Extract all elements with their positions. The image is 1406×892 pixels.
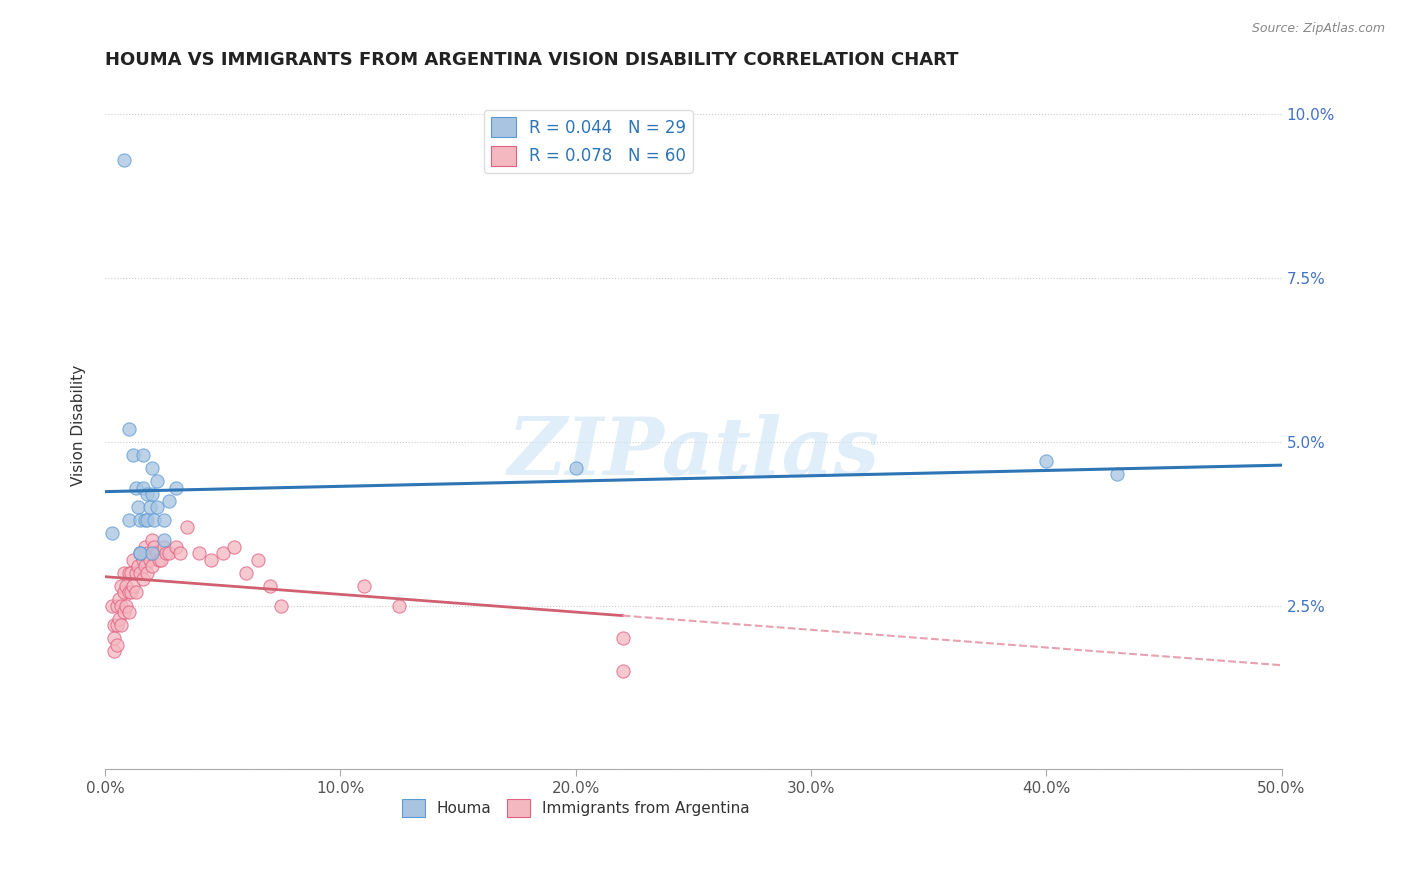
Point [108,591,131,606]
Point [134,513,156,527]
Point [129,546,152,560]
Point [103,632,125,646]
Point [165,540,187,554]
Point [224,540,246,554]
Point [117,605,139,619]
Point [101,526,124,541]
Point [564,461,586,475]
Point [131,448,153,462]
Point [153,533,176,547]
Point [200,552,222,566]
Point [112,605,135,619]
Point [155,546,177,560]
Point [235,566,257,580]
Point [103,618,125,632]
Point [117,566,139,580]
Point [120,585,142,599]
Point [259,579,281,593]
Point [117,421,139,435]
Point [124,585,146,599]
Point [612,664,634,678]
Point [122,579,145,593]
Point [141,487,163,501]
Point [131,481,153,495]
Point [157,493,180,508]
Point [127,500,149,515]
Point [1105,467,1128,482]
Point [129,546,152,560]
Point [108,612,131,626]
Point [157,546,180,560]
Text: Source: ZipAtlas.com: Source: ZipAtlas.com [1251,22,1385,36]
Point [612,632,634,646]
Point [145,474,167,488]
Point [105,599,128,613]
Point [136,566,159,580]
Point [141,461,163,475]
Point [105,618,128,632]
Point [353,579,375,593]
Point [143,513,166,527]
Point [1035,454,1057,468]
Point [112,153,135,167]
Point [112,585,135,599]
Point [153,540,176,554]
Point [134,559,156,574]
Point [165,481,187,495]
Point [136,487,159,501]
Point [145,546,167,560]
Point [138,500,160,515]
Point [134,540,156,554]
Point [141,546,163,560]
Point [115,579,138,593]
Point [169,546,191,560]
Point [120,566,142,580]
Text: HOUMA VS IMMIGRANTS FROM ARGENTINA VISION DISABILITY CORRELATION CHART: HOUMA VS IMMIGRANTS FROM ARGENTINA VISIO… [105,51,959,69]
Point [131,552,153,566]
Point [148,552,170,566]
Point [112,566,135,580]
Point [145,500,167,515]
Point [188,546,211,560]
Point [122,552,145,566]
Point [136,513,159,527]
Point [105,638,128,652]
Point [131,572,153,586]
Point [150,552,173,566]
Point [110,579,132,593]
Text: ZIPatlas: ZIPatlas [508,414,879,491]
Point [129,566,152,580]
Legend: Houma, Immigrants from Argentina: Houma, Immigrants from Argentina [395,793,755,823]
Point [211,546,233,560]
Point [246,552,269,566]
Point [270,599,292,613]
Point [117,585,139,599]
Point [115,599,138,613]
Point [176,520,198,534]
Point [124,481,146,495]
Point [138,552,160,566]
Point [388,599,411,613]
Point [141,533,163,547]
Point [141,559,163,574]
Point [122,448,145,462]
Point [129,513,152,527]
Point [110,618,132,632]
Point [129,546,152,560]
Point [136,546,159,560]
Point [124,566,146,580]
Point [101,599,124,613]
Point [143,540,166,554]
Point [103,644,125,658]
Point [153,513,176,527]
Point [110,599,132,613]
Point [127,559,149,574]
Point [117,513,139,527]
